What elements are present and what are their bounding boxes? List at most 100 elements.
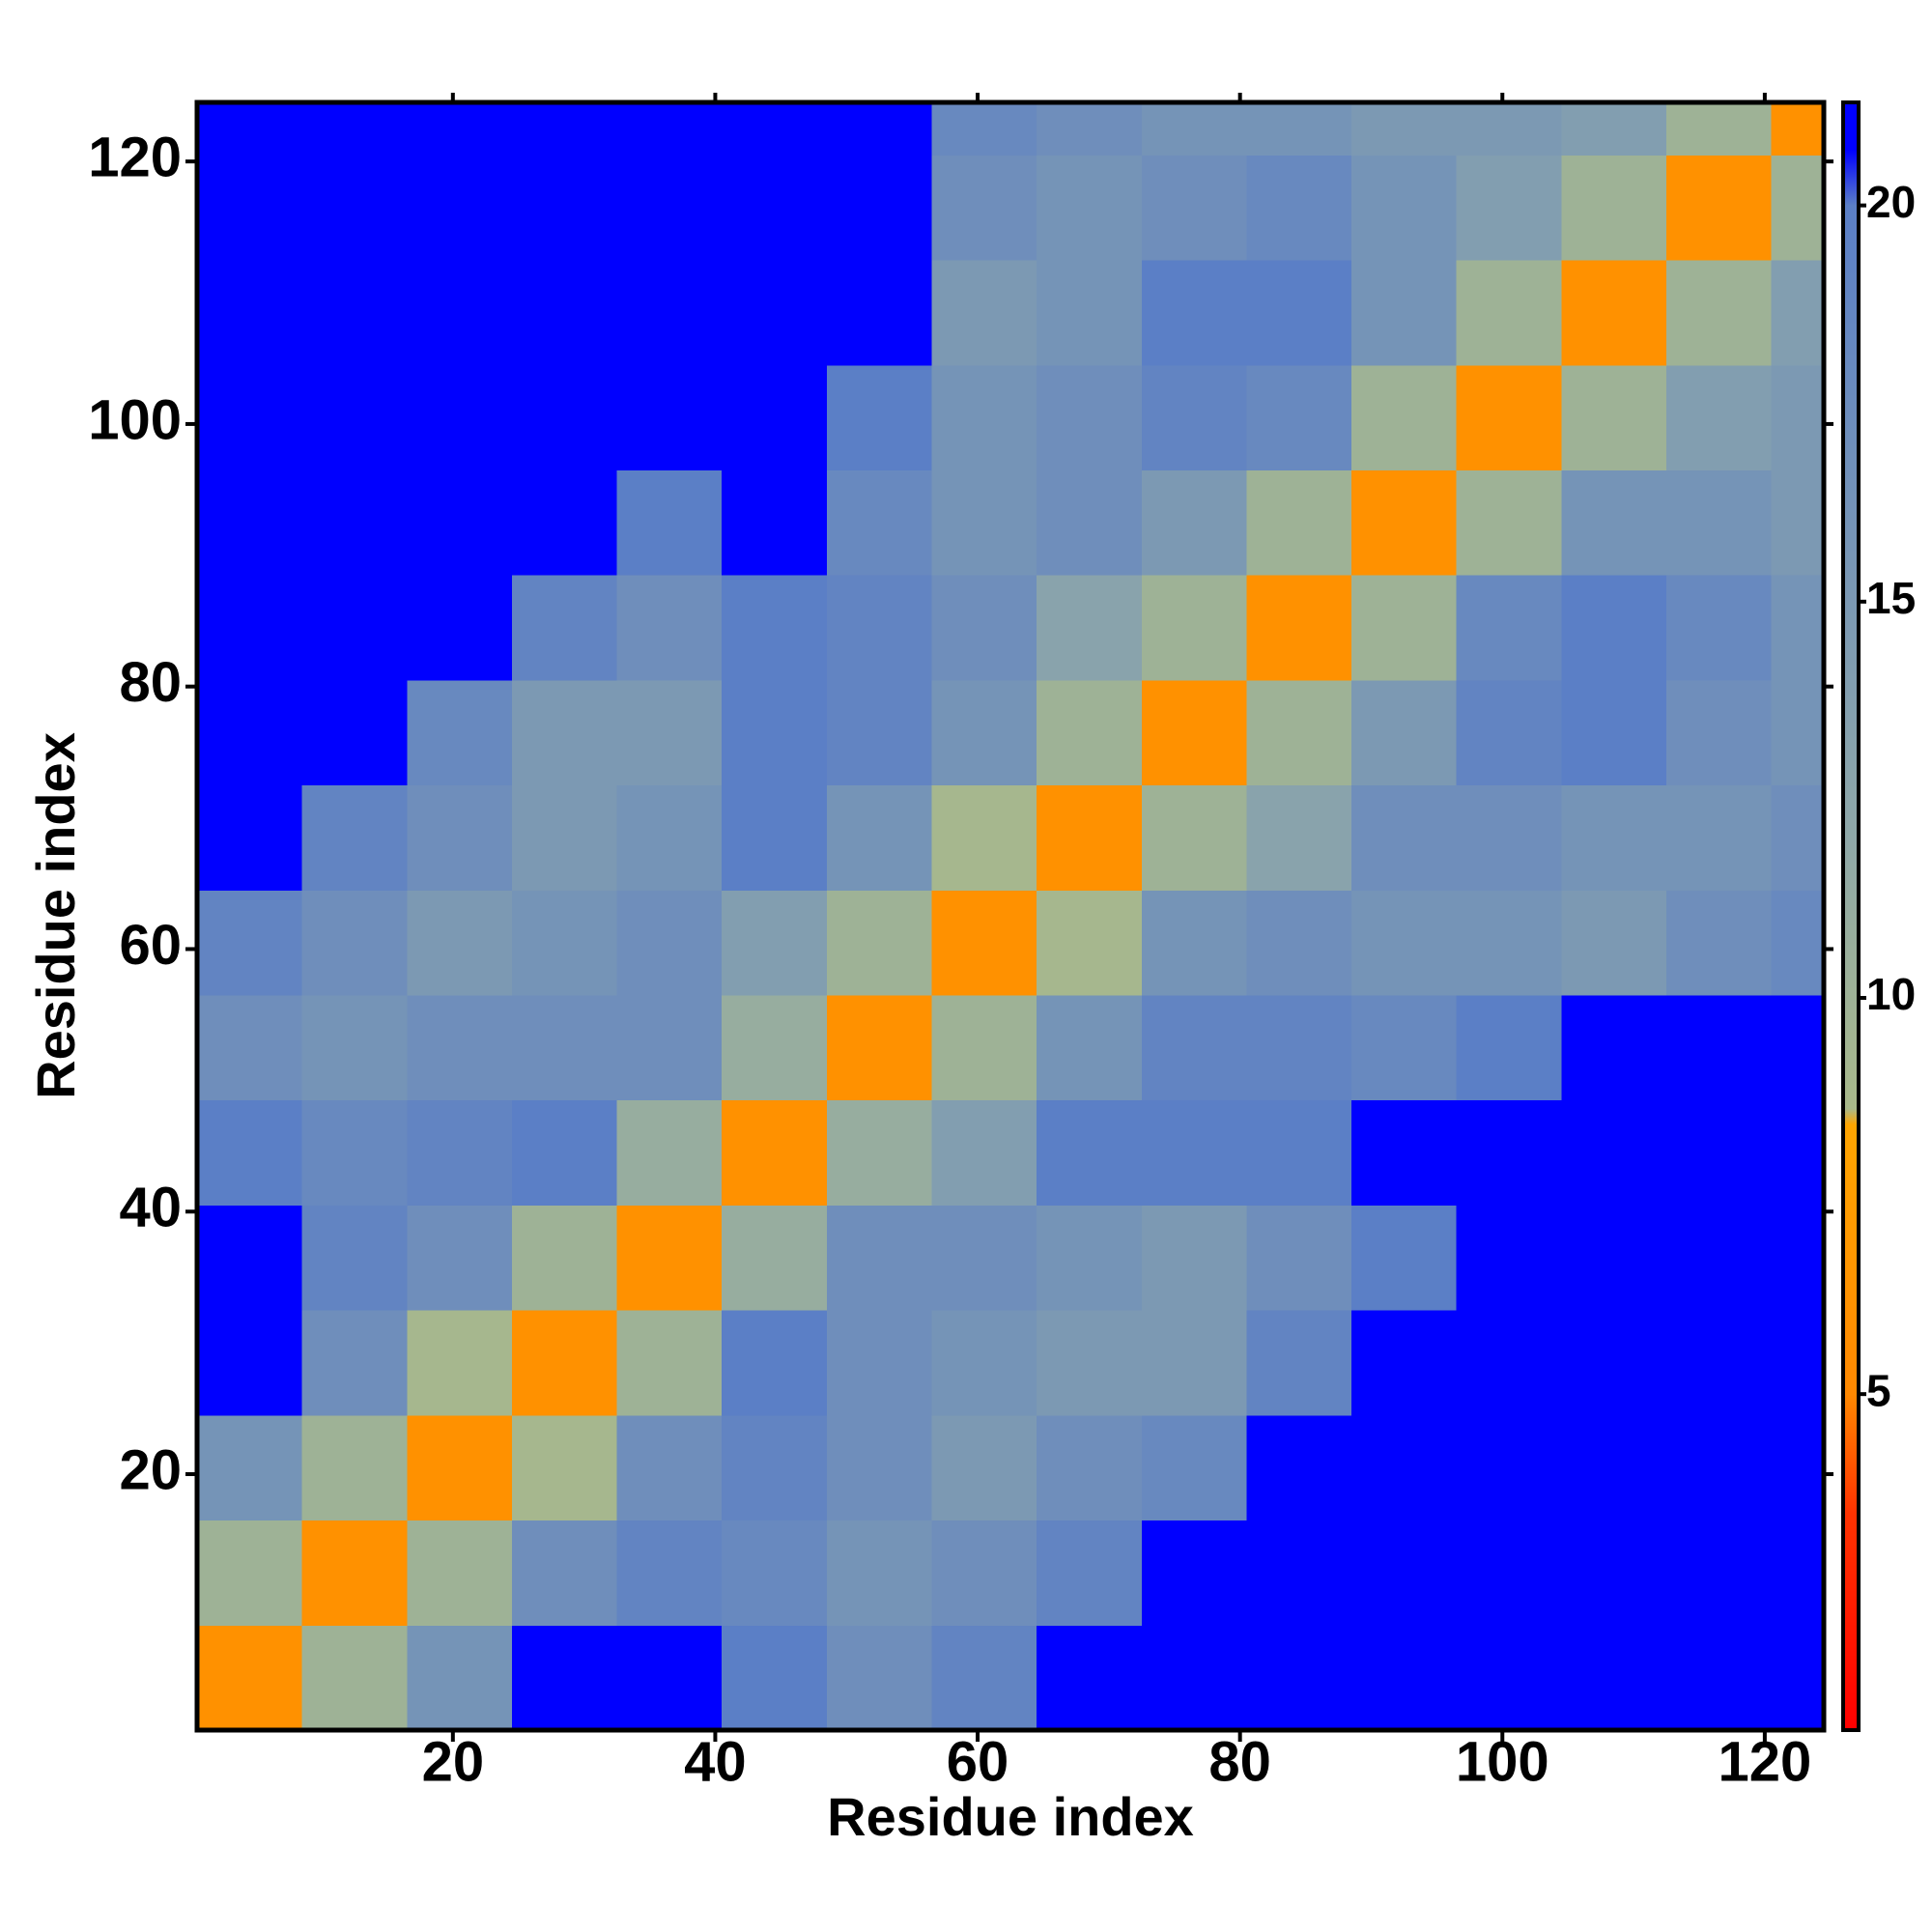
heatmap-cell bbox=[1456, 995, 1562, 1101]
heatmap-cell bbox=[1666, 1414, 1773, 1521]
heatmap-cell bbox=[1456, 469, 1562, 576]
heatmap-cell bbox=[1561, 995, 1667, 1101]
heatmap-cell bbox=[1771, 1520, 1825, 1626]
heatmap-cell bbox=[1141, 469, 1247, 576]
heatmap-cell bbox=[1037, 575, 1143, 681]
heatmap-cell bbox=[1771, 1414, 1825, 1521]
heatmap-cell bbox=[1666, 1099, 1773, 1206]
heatmap-cell bbox=[826, 575, 933, 681]
x-tick-label: 60 bbox=[947, 1730, 1009, 1793]
colorbar-tick-label: 15 bbox=[1866, 573, 1916, 623]
heatmap-cell bbox=[511, 1625, 618, 1731]
heatmap-cell bbox=[1246, 1310, 1352, 1416]
heatmap-cell bbox=[1351, 1520, 1458, 1626]
heatmap-cell bbox=[511, 1310, 618, 1416]
heatmap-cell bbox=[931, 469, 1037, 576]
heatmap-cell bbox=[1666, 995, 1773, 1101]
heatmap-cell bbox=[1456, 784, 1562, 891]
heatmap-cell bbox=[407, 1099, 513, 1206]
heatmap-cell bbox=[1666, 1520, 1773, 1626]
heatmap-cell bbox=[722, 1099, 828, 1206]
heatmap-cell bbox=[1246, 679, 1352, 786]
heatmap-cell bbox=[1351, 1625, 1458, 1731]
heatmap-cell bbox=[1141, 1414, 1247, 1521]
heatmap-cell bbox=[1037, 260, 1143, 366]
heatmap-cell bbox=[1561, 364, 1667, 470]
heatmap-cell bbox=[407, 155, 513, 261]
heatmap-cell bbox=[301, 890, 408, 996]
heatmap-cell bbox=[197, 1625, 303, 1731]
heatmap-cell bbox=[511, 469, 618, 576]
heatmap-cell bbox=[616, 890, 723, 996]
heatmap-cell bbox=[722, 102, 828, 156]
heatmap-cell bbox=[722, 364, 828, 470]
heatmap bbox=[197, 102, 1825, 1731]
heatmap-cell bbox=[1037, 679, 1143, 786]
heatmap-cell bbox=[1771, 1099, 1825, 1206]
heatmap-cell bbox=[1771, 1625, 1825, 1731]
y-tick-label: 60 bbox=[119, 914, 182, 977]
heatmap-cell bbox=[1037, 1205, 1143, 1311]
heatmap-cell bbox=[931, 364, 1037, 470]
heatmap-cell bbox=[511, 155, 618, 261]
heatmap-cell bbox=[931, 1520, 1037, 1626]
heatmap-cell bbox=[197, 575, 303, 681]
heatmap-cell bbox=[1351, 1310, 1458, 1416]
heatmap-cell bbox=[616, 1520, 723, 1626]
heatmap-cell bbox=[407, 1205, 513, 1311]
heatmap-cell bbox=[826, 995, 933, 1101]
heatmap-cell bbox=[197, 469, 303, 576]
colorbar-tick-label: 10 bbox=[1866, 969, 1916, 1019]
heatmap-cell bbox=[197, 1310, 303, 1416]
y-tick-label: 20 bbox=[119, 1438, 182, 1501]
heatmap-cell bbox=[1561, 260, 1667, 366]
heatmap-cell bbox=[931, 1099, 1037, 1206]
heatmap-cell bbox=[616, 1310, 723, 1416]
y-tick-label: 40 bbox=[119, 1177, 182, 1239]
heatmap-cell bbox=[616, 364, 723, 470]
heatmap-cell bbox=[301, 1310, 408, 1416]
heatmap-cell bbox=[1037, 155, 1143, 261]
heatmap-cell bbox=[1456, 890, 1562, 996]
heatmap-cell bbox=[511, 1520, 618, 1626]
heatmap-cell bbox=[511, 102, 618, 156]
heatmap-cell bbox=[301, 575, 408, 681]
heatmap-cell bbox=[1037, 1520, 1143, 1626]
heatmap-cell bbox=[407, 995, 513, 1101]
heatmap-cell bbox=[722, 260, 828, 366]
x-tick-label: 120 bbox=[1718, 1730, 1811, 1793]
heatmap-cell bbox=[1141, 102, 1247, 156]
heatmap-cell bbox=[301, 155, 408, 261]
heatmap-cell bbox=[407, 575, 513, 681]
heatmap-cell bbox=[1561, 1414, 1667, 1521]
heatmap-cell bbox=[826, 1205, 933, 1311]
heatmap-cell bbox=[1246, 1625, 1352, 1731]
heatmap-cell bbox=[301, 679, 408, 786]
heatmap-cell bbox=[407, 784, 513, 891]
heatmap-cell bbox=[1456, 1099, 1562, 1206]
heatmap-cell bbox=[197, 102, 303, 156]
heatmap-cell bbox=[1456, 260, 1562, 366]
heatmap-cell bbox=[1141, 1205, 1247, 1311]
heatmap-cell bbox=[1141, 784, 1247, 891]
heatmap-cell bbox=[722, 995, 828, 1101]
heatmap-cell bbox=[1037, 1099, 1143, 1206]
heatmap-cell bbox=[931, 784, 1037, 891]
heatmap-cell bbox=[1666, 1310, 1773, 1416]
heatmap-cell bbox=[407, 102, 513, 156]
heatmap-cell bbox=[826, 260, 933, 366]
heatmap-cell bbox=[826, 102, 933, 156]
heatmap-cell bbox=[1456, 1205, 1562, 1311]
heatmap-cell bbox=[1351, 575, 1458, 681]
heatmap-cell bbox=[1246, 575, 1352, 681]
colorbar-tick-label: 20 bbox=[1866, 177, 1916, 227]
heatmap-cell bbox=[1141, 260, 1247, 366]
y-tick-label: 120 bbox=[88, 126, 182, 188]
heatmap-cell bbox=[197, 679, 303, 786]
heatmap-cell bbox=[1037, 890, 1143, 996]
heatmap-cell bbox=[197, 260, 303, 366]
heatmap-cell bbox=[197, 995, 303, 1101]
heatmap-cell bbox=[616, 469, 723, 576]
heatmap-cell bbox=[1037, 102, 1143, 156]
